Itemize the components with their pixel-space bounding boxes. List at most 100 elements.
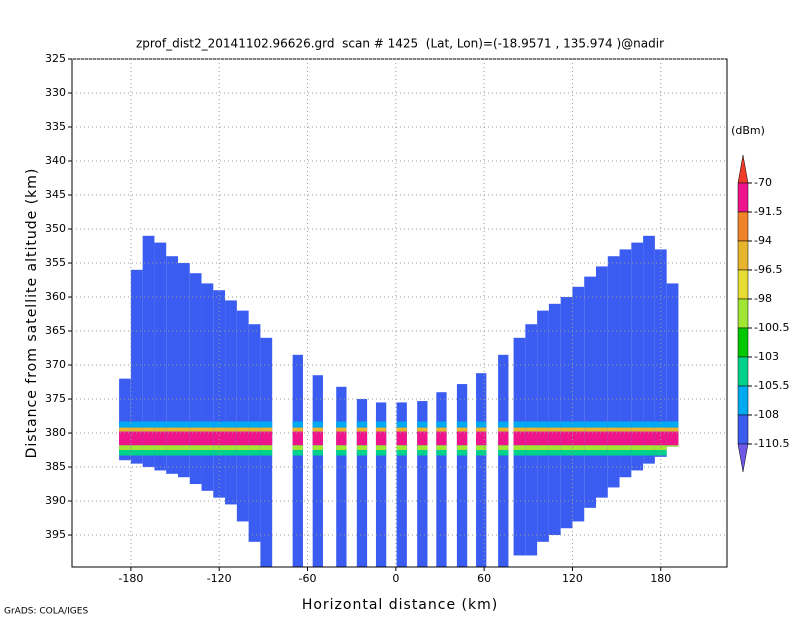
echo-layer bbox=[631, 445, 644, 451]
echo-layer bbox=[476, 427, 487, 432]
field-column bbox=[498, 354, 509, 567]
y-tick-label: 365 bbox=[45, 324, 66, 337]
y-axis-label: Distance from satellite altitude (km) bbox=[24, 168, 40, 459]
echo-layer bbox=[560, 427, 573, 432]
echo-layer bbox=[336, 427, 347, 432]
echo-layer bbox=[654, 450, 667, 456]
echo-layer bbox=[312, 445, 323, 451]
echo-layer bbox=[375, 427, 387, 432]
echo-layer bbox=[225, 421, 237, 428]
echo-layer bbox=[248, 421, 261, 428]
echo-layer bbox=[631, 421, 644, 428]
echo-layer bbox=[537, 421, 549, 428]
echo-layer bbox=[166, 421, 178, 428]
echo-layer bbox=[375, 445, 387, 451]
echo-layer bbox=[456, 421, 468, 428]
echo-layer bbox=[666, 445, 679, 447]
field-column bbox=[548, 303, 561, 536]
field-column bbox=[643, 235, 655, 464]
echo-layer bbox=[356, 450, 368, 456]
echo-layer bbox=[643, 427, 655, 432]
echo-layer bbox=[476, 445, 487, 451]
echo-layer bbox=[236, 431, 249, 446]
echo-layer bbox=[312, 450, 323, 456]
echo-layer bbox=[456, 427, 468, 432]
echo-layer bbox=[292, 445, 303, 451]
field-column bbox=[584, 276, 596, 508]
colorbar-segment bbox=[737, 414, 749, 445]
field-column bbox=[213, 290, 226, 498]
echo-layer bbox=[189, 421, 202, 428]
field-column bbox=[607, 256, 620, 488]
echo-layer bbox=[476, 450, 487, 456]
echo-layer bbox=[548, 421, 561, 428]
echo-layer bbox=[417, 445, 428, 451]
echo-layer bbox=[417, 431, 428, 446]
echo-layer bbox=[213, 450, 226, 456]
echo-layer bbox=[525, 421, 538, 428]
echo-layer bbox=[513, 431, 526, 446]
echo-layer bbox=[312, 421, 323, 428]
echo-layer bbox=[177, 445, 190, 451]
echo-layer bbox=[189, 450, 202, 456]
echo-layer bbox=[666, 427, 679, 432]
echo-layer bbox=[436, 450, 447, 456]
echo-layer bbox=[292, 450, 303, 456]
echo-layer bbox=[189, 431, 202, 446]
echo-layer bbox=[607, 427, 620, 432]
echo-layer bbox=[584, 450, 596, 456]
echo-layer bbox=[666, 421, 679, 428]
echo-layer bbox=[417, 450, 428, 456]
echo-layer bbox=[201, 445, 214, 451]
x-tick-label: -60 bbox=[299, 572, 317, 585]
field-column bbox=[312, 375, 323, 567]
echo-layer bbox=[631, 431, 644, 446]
echo-layer bbox=[525, 445, 538, 451]
colorbar-label: -110.5 bbox=[754, 437, 789, 450]
echo-layer bbox=[130, 450, 143, 456]
field-column bbox=[336, 386, 347, 567]
x-tick-label: 0 bbox=[392, 572, 399, 585]
echo-layer bbox=[142, 427, 155, 432]
colorbar-segment bbox=[737, 298, 749, 329]
echo-layer bbox=[584, 445, 596, 451]
echo-layer bbox=[560, 445, 573, 451]
echo-layer bbox=[201, 431, 214, 446]
echo-layer bbox=[292, 421, 303, 428]
echo-layer bbox=[498, 445, 509, 451]
echo-layer bbox=[336, 431, 347, 446]
echo-layer bbox=[548, 445, 561, 451]
echo-layer bbox=[498, 450, 509, 456]
echo-layer bbox=[177, 431, 190, 446]
colorbar-segment bbox=[737, 240, 749, 271]
y-tick-label: 345 bbox=[45, 188, 66, 201]
field-column bbox=[436, 392, 447, 567]
echo-layer bbox=[607, 450, 620, 456]
echo-layer bbox=[336, 421, 347, 428]
echo-layer bbox=[572, 431, 585, 446]
echo-layer bbox=[596, 427, 608, 432]
echo-layer bbox=[119, 445, 131, 451]
echo-layer bbox=[201, 421, 214, 428]
echo-layer bbox=[236, 450, 249, 456]
echo-layer bbox=[525, 450, 538, 456]
field-column bbox=[560, 297, 573, 529]
echo-layer bbox=[142, 421, 155, 428]
echo-layer bbox=[336, 445, 347, 451]
echo-layer bbox=[572, 421, 585, 428]
echo-layer bbox=[643, 431, 655, 446]
colorbar-segment bbox=[737, 211, 749, 242]
echo-layer bbox=[248, 445, 261, 451]
echo-layer bbox=[236, 445, 249, 451]
echo-layer bbox=[225, 450, 237, 456]
echo-layer bbox=[596, 431, 608, 446]
echo-layer bbox=[476, 431, 487, 446]
echo-layer bbox=[476, 421, 487, 428]
echo-layer bbox=[548, 427, 561, 432]
echo-layer bbox=[375, 431, 387, 446]
colorbar-segment bbox=[737, 385, 749, 416]
field-column bbox=[292, 354, 303, 567]
colorbar-segment bbox=[737, 269, 749, 300]
echo-layer bbox=[607, 421, 620, 428]
